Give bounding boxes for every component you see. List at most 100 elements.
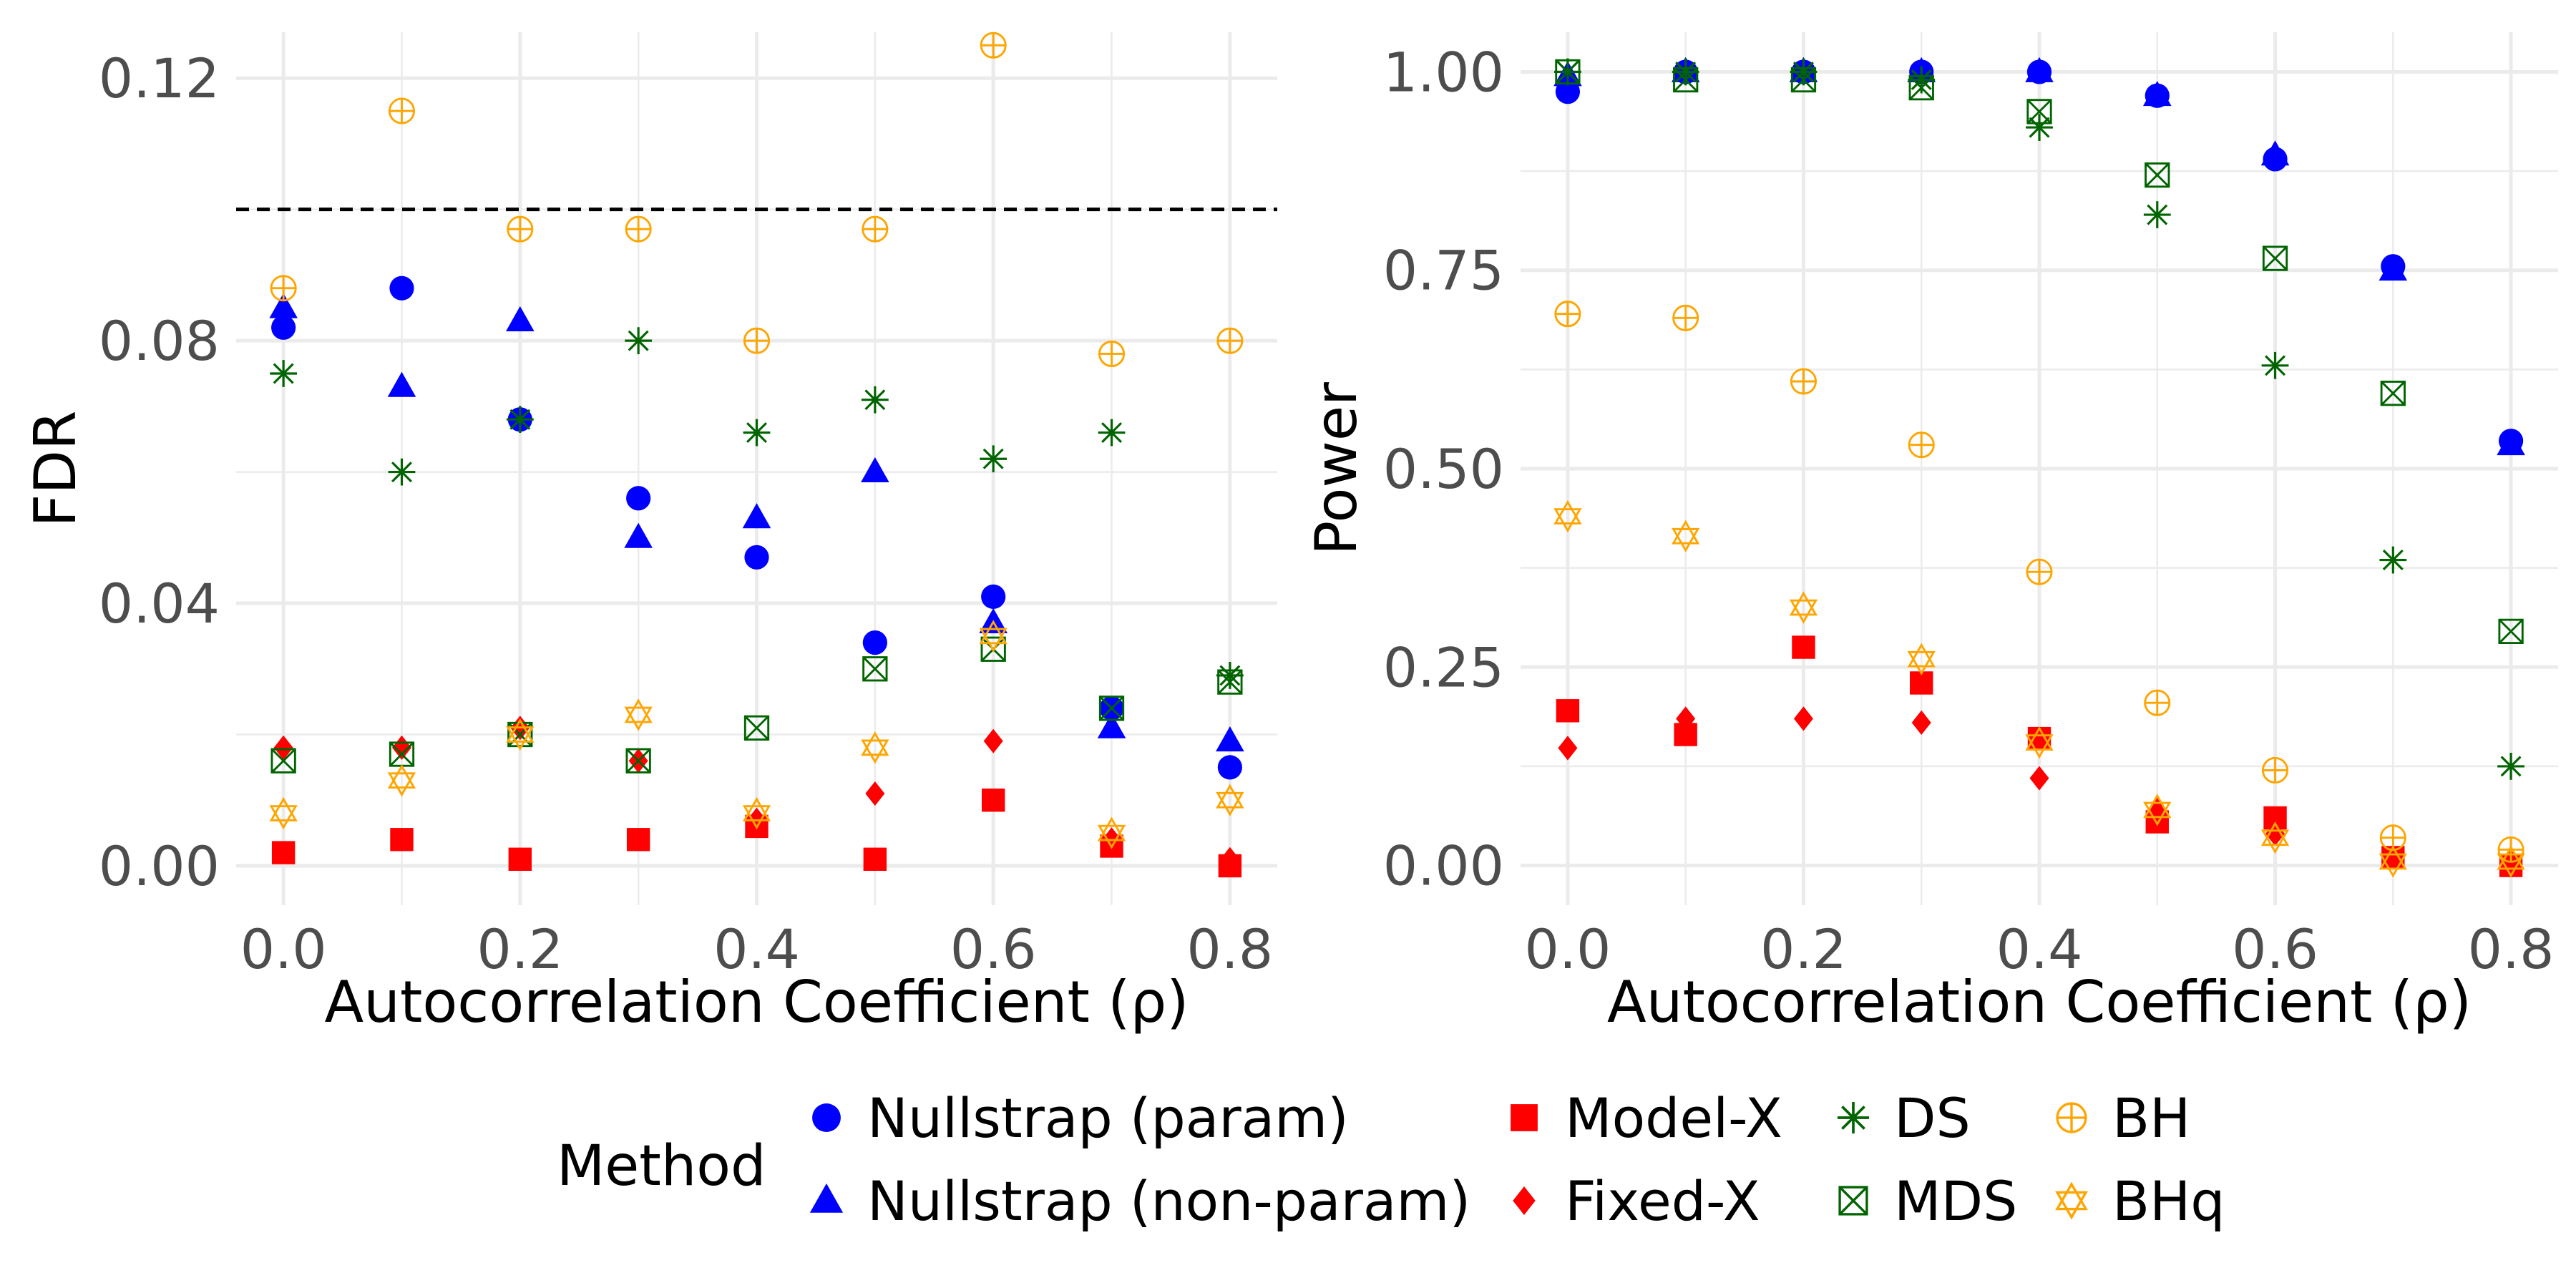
data-point-asterisk xyxy=(1098,419,1126,447)
legend: Method Nullstrap (param) Nullstrap (non-… xyxy=(544,1077,2261,1256)
legend-key-star-of-david xyxy=(2055,1181,2088,1220)
data-point-circle-plus xyxy=(1098,340,1126,368)
data-point-boxed-x xyxy=(2145,162,2170,188)
legend-title: Method xyxy=(557,1134,766,1199)
y-axis-title: Power xyxy=(1303,382,1370,555)
chart-panel-fdr: 0.0 0.2 0.4 0.6 0.8 0.00 0.04 0.08 0.12 Autocorre… xyxy=(22,31,1277,1035)
y-axis-title: FDR xyxy=(22,410,89,527)
data-point-circle xyxy=(389,275,414,301)
data-point-asterisk xyxy=(388,458,416,486)
legend-item-bh: BH xyxy=(2046,1078,2190,1157)
data-point-triangle xyxy=(1097,713,1126,738)
x-tick-label: 0.8 xyxy=(1186,917,1273,981)
legend-label: DS xyxy=(1894,1085,1971,1150)
data-point-circle xyxy=(862,630,887,655)
x-tick-label: 0.6 xyxy=(950,917,1037,981)
legend-key-circle-plus xyxy=(2056,1102,2087,1133)
y-tick-label: 0.75 xyxy=(1383,239,1504,303)
data-point-asterisk xyxy=(743,419,771,447)
legend-label: Nullstrap (non-param) xyxy=(867,1169,1471,1233)
data-point-circle-plus xyxy=(2144,689,2171,716)
data-point-asterisk xyxy=(2143,201,2171,228)
legend-key-boxed-x xyxy=(1838,1186,1868,1216)
data-point-circle-plus xyxy=(1672,304,1699,331)
data-point-star-of-david xyxy=(2260,821,2290,854)
data-point-star-of-david xyxy=(2379,845,2407,878)
legend-label: Nullstrap (param) xyxy=(867,1085,1349,1150)
data-point-boxed-x xyxy=(1555,59,1581,85)
data-point-circle-plus xyxy=(1554,301,1581,328)
data-point-star-of-david xyxy=(624,698,653,731)
data-point-star-of-david xyxy=(2497,845,2525,878)
data-point-circle-plus xyxy=(1216,327,1244,354)
data-point-diamond xyxy=(1676,706,1696,731)
data-point-square xyxy=(981,789,1005,812)
legend-item-fixed-x: Fixed-X xyxy=(1499,1161,1760,1240)
data-point-boxed-x xyxy=(2026,99,2052,125)
data-point-triangle xyxy=(269,293,298,318)
data-point-square xyxy=(271,841,296,864)
data-point-boxed-x xyxy=(862,656,888,682)
legend-key-circle xyxy=(812,1103,841,1132)
data-point-square xyxy=(1792,635,1815,659)
data-point-asterisk xyxy=(2497,753,2524,780)
data-point-triangle xyxy=(2142,81,2172,107)
data-point-boxed-x xyxy=(270,748,296,774)
data-point-star-of-david xyxy=(1907,643,1936,675)
data-point-circle xyxy=(1217,755,1242,780)
data-point-star-of-david xyxy=(1097,816,1126,849)
x-tick-label: 0.0 xyxy=(240,917,327,981)
data-point-circle xyxy=(981,584,1006,609)
legend-key-square xyxy=(1511,1104,1538,1131)
legend-item-nullstrap-param: Nullstrap (param) xyxy=(801,1078,1349,1157)
data-point-star-of-david xyxy=(1553,499,1582,533)
legend-item-bhq: BHq xyxy=(2046,1161,2225,1240)
data-point-asterisk xyxy=(2379,546,2407,574)
data-point-triangle xyxy=(506,306,535,332)
data-point-asterisk xyxy=(2261,351,2289,379)
data-point-boxed-x xyxy=(625,748,651,774)
y-tick-label: 0.12 xyxy=(99,47,220,110)
y-tick-label: 0.50 xyxy=(1383,437,1504,501)
data-point-star-of-david xyxy=(861,731,889,764)
data-point-asterisk xyxy=(1216,662,1244,689)
legend-key-diamond xyxy=(1513,1186,1536,1215)
data-point-diamond xyxy=(865,781,885,806)
data-point-diamond xyxy=(1793,706,1813,731)
x-tick-label: 0.4 xyxy=(713,917,800,981)
data-point-star-of-david xyxy=(2025,726,2054,759)
data-point-triangle xyxy=(624,522,653,548)
x-tick-label: 0.8 xyxy=(2468,917,2555,981)
data-point-circle-plus xyxy=(507,215,534,243)
data-point-triangle xyxy=(2260,140,2290,166)
data-point-boxed-x xyxy=(2380,380,2406,406)
data-point-diamond xyxy=(2265,821,2285,847)
data-point-asterisk xyxy=(2026,114,2053,141)
data-point-star-of-david xyxy=(387,764,416,797)
data-point-boxed-x xyxy=(1673,67,1699,93)
y-tick-label: 0.25 xyxy=(1383,635,1504,699)
y-tick-label: 1.00 xyxy=(1383,40,1504,104)
x-tick-label: 0.2 xyxy=(1760,917,1847,981)
data-point-asterisk xyxy=(506,406,534,434)
data-point-boxed-x xyxy=(1908,74,1934,101)
legend-label: BHq xyxy=(2112,1169,2225,1233)
data-point-triangle xyxy=(861,457,889,482)
data-point-asterisk xyxy=(980,445,1008,473)
legend-key-triangle xyxy=(809,1183,844,1213)
legend-item-ds: DS xyxy=(1828,1078,1971,1157)
data-point-circle-plus xyxy=(2026,558,2053,585)
data-point-boxed-x xyxy=(1790,67,1817,93)
data-point-circle-plus xyxy=(1908,431,1935,459)
data-point-boxed-x xyxy=(2498,618,2524,645)
data-point-square xyxy=(2027,726,2051,751)
legend-label: Model-X xyxy=(1565,1085,1782,1150)
legend-item-model-x: Model-X xyxy=(1499,1078,1782,1157)
data-point-diamond xyxy=(1220,847,1240,872)
data-point-asterisk xyxy=(1790,58,1818,86)
y-tick-label: 0.04 xyxy=(99,572,220,635)
x-axis-title: Autocorrelation Coefficient (ρ) xyxy=(325,969,1189,1035)
data-point-asterisk xyxy=(270,360,298,387)
data-point-diamond xyxy=(1911,710,1931,736)
